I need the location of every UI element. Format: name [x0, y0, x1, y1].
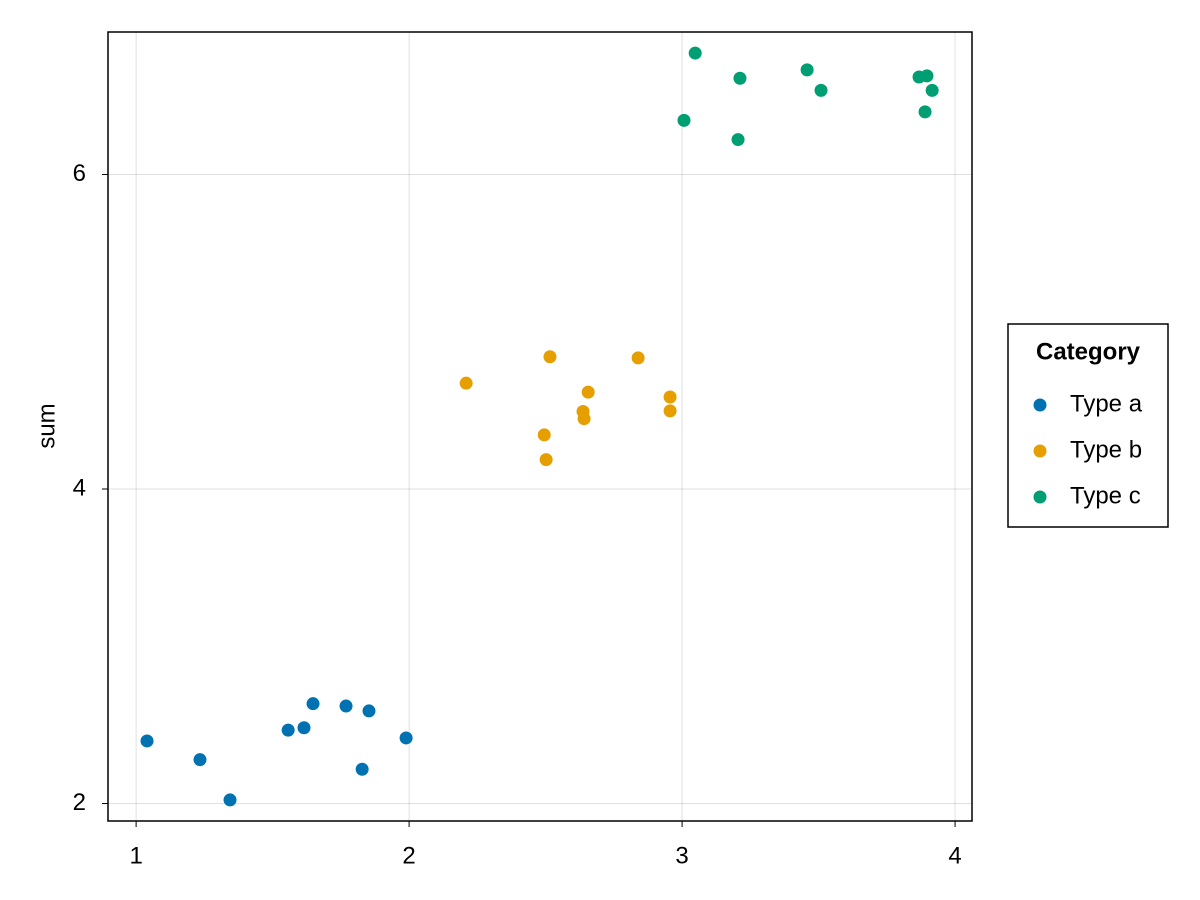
- y-tick-label: 4: [73, 474, 86, 501]
- point: [800, 63, 814, 77]
- y-axis-label: sum: [33, 403, 60, 448]
- point: [663, 404, 677, 418]
- point: [688, 46, 702, 60]
- y-tick-label: 2: [73, 789, 86, 816]
- point: [297, 721, 311, 735]
- x-tick-label: 1: [129, 842, 142, 869]
- point: [677, 113, 691, 127]
- point: [925, 83, 939, 97]
- point: [537, 428, 551, 442]
- legend-marker: [1033, 490, 1047, 504]
- point: [193, 753, 207, 767]
- point: [339, 699, 353, 713]
- point: [663, 390, 677, 404]
- legend-label: Type b: [1070, 436, 1142, 463]
- legend-box: [1007, 323, 1169, 528]
- legend-marker: [1033, 444, 1047, 458]
- plot-frame: [107, 31, 973, 822]
- point: [577, 412, 591, 426]
- legend-marker: [1033, 398, 1047, 412]
- point: [281, 723, 295, 737]
- point: [140, 734, 154, 748]
- x-tick-label: 4: [948, 842, 961, 869]
- point: [920, 69, 934, 83]
- point: [306, 697, 320, 711]
- point: [399, 731, 413, 745]
- point: [362, 704, 376, 718]
- point: [223, 793, 237, 807]
- x-tick-label: 3: [675, 842, 688, 869]
- point: [733, 71, 747, 85]
- point: [731, 133, 745, 147]
- y-tick-label: 6: [73, 160, 86, 187]
- point: [543, 350, 557, 364]
- legend-label: Type a: [1070, 390, 1143, 417]
- point: [918, 105, 932, 119]
- x-tick-label: 2: [402, 842, 415, 869]
- point: [459, 376, 473, 390]
- point: [631, 351, 645, 365]
- point: [581, 385, 595, 399]
- legend-label: Type c: [1070, 482, 1141, 509]
- legend-title: Category: [1036, 338, 1141, 365]
- point: [539, 453, 553, 467]
- point: [814, 83, 828, 97]
- point: [355, 762, 369, 776]
